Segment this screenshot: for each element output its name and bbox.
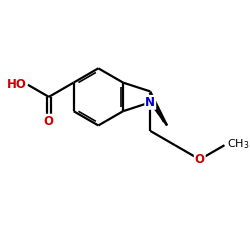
Text: CH$_3$: CH$_3$	[227, 137, 249, 151]
Text: N: N	[145, 96, 155, 109]
Text: HO: HO	[7, 78, 27, 91]
Text: O: O	[195, 153, 205, 166]
Text: O: O	[44, 115, 54, 128]
